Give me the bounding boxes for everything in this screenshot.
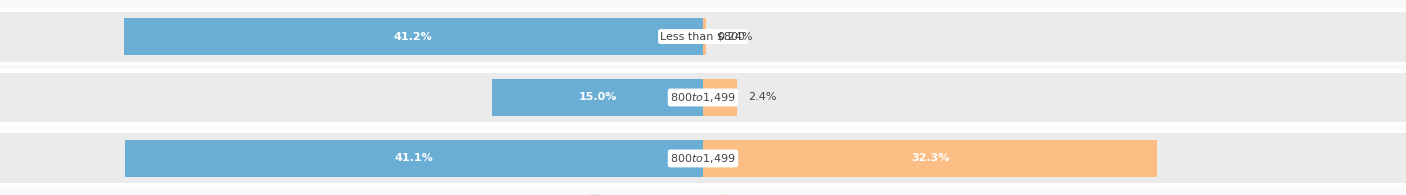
Text: 0.24%: 0.24% xyxy=(717,32,754,42)
Bar xyxy=(125,140,703,177)
Text: $800 to $1,499: $800 to $1,499 xyxy=(671,91,735,104)
Bar xyxy=(124,18,703,55)
Bar xyxy=(0,130,1406,187)
Text: 15.0%: 15.0% xyxy=(578,92,617,103)
Bar xyxy=(703,79,737,116)
Bar xyxy=(0,73,1406,122)
Text: 2.4%: 2.4% xyxy=(748,92,776,103)
Text: 41.2%: 41.2% xyxy=(394,32,433,42)
Bar xyxy=(0,133,1406,183)
Text: 32.3%: 32.3% xyxy=(911,153,949,163)
Bar xyxy=(0,69,1406,126)
Text: $800 to $1,499: $800 to $1,499 xyxy=(671,152,735,165)
Text: 41.1%: 41.1% xyxy=(395,153,433,163)
Bar xyxy=(492,79,703,116)
Text: Less than $800: Less than $800 xyxy=(661,32,745,42)
Bar xyxy=(0,12,1406,62)
Bar xyxy=(703,140,1157,177)
Bar xyxy=(703,18,706,55)
Bar xyxy=(0,8,1406,65)
